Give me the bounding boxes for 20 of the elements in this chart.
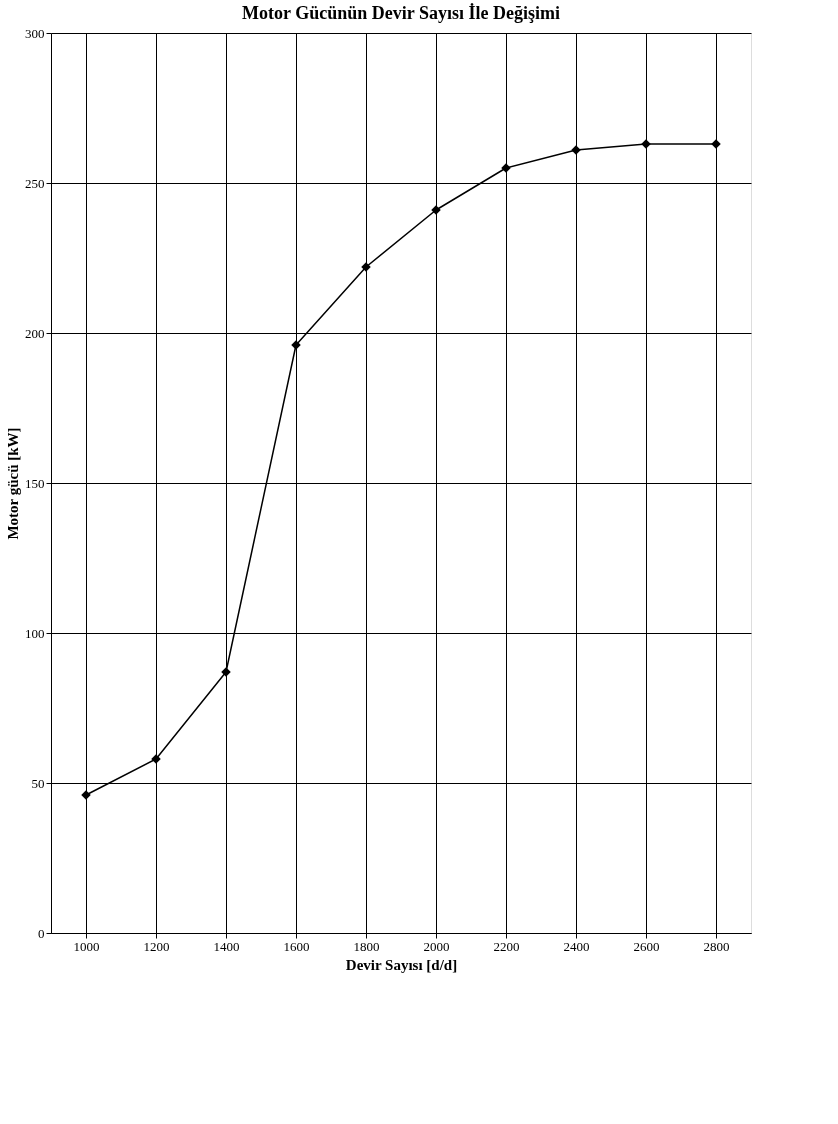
y-tick-label: 300 (25, 25, 45, 41)
y-tick-label: 50 (31, 775, 45, 791)
x-tick-label: 2800 (703, 938, 730, 954)
chart-title: Motor Gücünün Devir Sayısı İle Değişimi (242, 3, 560, 23)
y-tick-label: 0 (38, 925, 45, 941)
x-tick-label: 2000 (423, 938, 450, 954)
y-tick-label: 250 (25, 175, 45, 191)
x-tick-label: 2600 (633, 938, 660, 954)
x-tick-label: 1400 (213, 938, 240, 954)
x-tick-label: 1800 (353, 938, 380, 954)
x-tick-label: 1200 (143, 938, 170, 954)
y-tick-label: 200 (25, 325, 45, 341)
x-tick-label: 2200 (493, 938, 520, 954)
x-tick-label: 1600 (283, 938, 310, 954)
x-tick-label: 1000 (73, 938, 100, 954)
y-tick-label: 100 (25, 625, 45, 641)
y-tick-label: 150 (25, 475, 45, 491)
y-axis-title: Motor gücü [kW] (5, 427, 21, 540)
x-tick-label: 2400 (563, 938, 590, 954)
x-axis-title: Devir Sayısı [d/d] (345, 956, 458, 973)
